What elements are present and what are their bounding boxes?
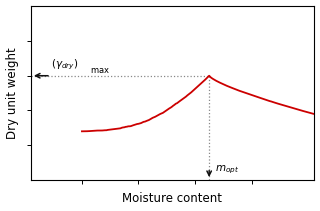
Text: $\mathregular{max}$: $\mathregular{max}$ bbox=[91, 66, 110, 75]
Y-axis label: Dry unit weight: Dry unit weight bbox=[6, 47, 19, 139]
Text: $(\gamma_{dry})$: $(\gamma_{dry})$ bbox=[51, 58, 78, 72]
Text: $m_{opt}$: $m_{opt}$ bbox=[215, 164, 239, 176]
X-axis label: Moisture content: Moisture content bbox=[123, 192, 222, 205]
